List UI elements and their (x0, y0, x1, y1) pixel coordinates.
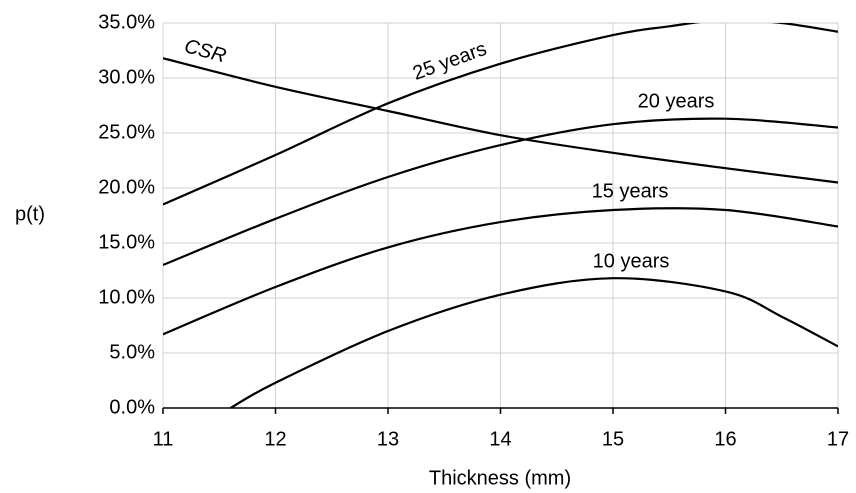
x-tick-label: 11 (153, 428, 174, 450)
series-line (163, 57, 838, 184)
series-label: CSR (182, 35, 228, 67)
x-tick-label: 12 (264, 428, 286, 450)
y-tick-label: 35.0% (98, 11, 155, 33)
x-axis-title: Thickness (mm) (429, 467, 571, 489)
y-tick-label: 5.0% (109, 341, 155, 363)
y-tick-label: 30.0% (98, 66, 155, 88)
series-line (229, 277, 838, 408)
x-tick-label: 15 (602, 428, 624, 450)
x-tick-label: 14 (489, 428, 511, 450)
y-axis-title: p(t) (15, 203, 45, 225)
series-line (163, 207, 838, 336)
x-tick-label: 13 (377, 428, 399, 450)
series-label: 20 years (638, 90, 715, 112)
series-line (163, 117, 838, 267)
x-tick-label: 17 (827, 428, 849, 450)
y-tick-label: 10.0% (98, 286, 155, 308)
series-label: 15 years (592, 180, 669, 202)
series-line (163, 23, 838, 206)
y-tick-label: 15.0% (98, 231, 155, 253)
y-tick-label: 20.0% (98, 176, 155, 198)
plot-area (163, 23, 838, 408)
y-tick-label: 25.0% (98, 121, 155, 143)
x-tick-label: 16 (714, 428, 736, 450)
series-label: 10 years (593, 250, 670, 272)
y-tick-label: 0.0% (109, 396, 155, 418)
